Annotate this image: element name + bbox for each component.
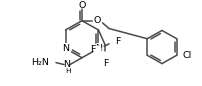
Text: H₂N: H₂N xyxy=(31,58,49,67)
Text: F: F xyxy=(115,37,120,46)
Text: N: N xyxy=(95,44,101,53)
Text: F: F xyxy=(90,45,95,54)
Text: H: H xyxy=(65,68,70,74)
Text: O: O xyxy=(93,16,100,25)
Text: O: O xyxy=(78,1,85,10)
Text: F: F xyxy=(102,59,108,68)
Text: N: N xyxy=(63,60,70,69)
Text: Cl: Cl xyxy=(182,51,191,60)
Text: N: N xyxy=(62,44,69,53)
